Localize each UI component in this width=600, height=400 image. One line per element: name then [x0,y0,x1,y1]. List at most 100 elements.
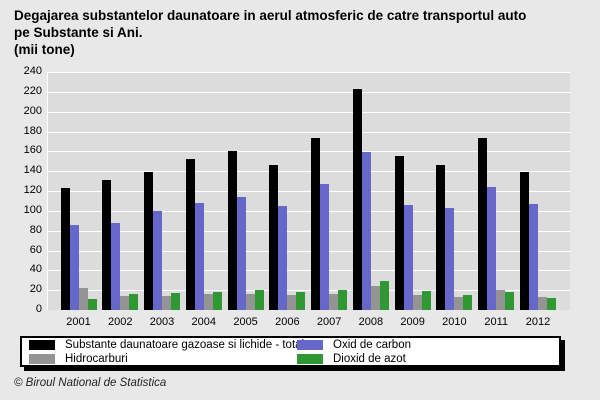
x-tick-label: 2001 [66,316,91,328]
bar [329,294,339,310]
y-tick-label: 120 [23,184,42,196]
bar [111,222,121,310]
bar [487,187,497,310]
legend-item: Dioxid de azot [297,353,559,365]
bar [144,172,154,310]
bar [320,184,330,310]
y-tick-label: 40 [29,263,42,276]
bar [546,298,556,310]
gridline [48,270,570,272]
bar [478,138,488,310]
bar [361,152,371,310]
bar [278,205,288,310]
y-tick-label: 60 [29,243,42,256]
bar [203,294,213,310]
bar [287,295,297,310]
bar [436,165,446,310]
bar [120,296,130,310]
copyright-note: © Biroul National de Statistica [14,377,167,389]
bar [171,293,181,310]
bar [78,288,88,310]
legend: Substante daunatoare gazoase si lichide … [20,336,561,367]
gridline [48,210,570,212]
x-tick-label: 2009 [400,316,425,328]
bar [236,196,246,310]
bar [185,159,195,310]
gridline [48,72,570,73]
bar [519,172,529,310]
title-line-1: Degajarea substantelor daunatoare in aer… [14,8,527,23]
x-tick-label: 2008 [358,316,384,328]
gridline [48,91,570,93]
legend-swatch-icon [29,339,55,350]
bar [87,299,97,310]
bar [254,290,264,310]
gridline [48,131,570,133]
x-tick-label: 2010 [442,316,467,328]
unit-label: (mii tone) [14,42,75,57]
bar [311,138,321,310]
gridline [48,191,570,192]
y-tick-label: 20 [29,283,42,296]
x-tick-label: 2012 [525,316,551,328]
chart-title: Degajarea substantelor daunatoare in aer… [14,7,592,58]
bar [528,203,538,310]
y-tick-label: 200 [23,104,42,117]
y-tick-label: 140 [23,164,42,177]
bar [370,286,380,310]
legend-swatch-icon [29,353,55,364]
y-tick-label: 240 [23,65,42,77]
bar [403,204,413,310]
bar [245,294,255,310]
legend-swatch-icon [297,353,323,364]
bar [445,207,455,310]
x-tick-label: 2003 [149,316,175,328]
bar [394,156,404,310]
gridline [48,230,570,232]
bar [153,210,163,310]
legend-swatch-icon [297,339,323,350]
title-line-2: pe Substante si Ani. [14,25,143,40]
legend-item: Oxid de carbon [297,339,559,351]
bar [421,291,431,310]
bar [129,294,139,310]
gridline [48,111,570,113]
bar [505,292,515,310]
bar [463,295,473,310]
bar [352,88,362,310]
y-tick-label: 180 [23,124,42,137]
bar [269,165,279,310]
y-tick-label: 80 [29,223,42,236]
bar [496,290,506,310]
x-tick-label: 2006 [275,316,300,328]
x-tick-label: 2005 [233,316,258,328]
bar [60,188,70,310]
legend-label: Oxid de carbon [333,338,411,351]
bar [338,290,348,310]
y-tick-label: 0 [35,303,42,315]
bar [537,297,547,310]
bar [379,281,389,310]
bar [102,180,112,310]
legend-item: Substante daunatoare gazoase si lichide … [29,339,304,351]
bar [69,224,79,310]
bar [454,297,464,310]
y-tick-label: 100 [23,203,42,216]
plot-area: 0 20 40 60 80 100 120 140 160 180 200 220 240 2001 200… [24,66,570,328]
bar [162,296,172,310]
legend-item: Hidrocarburi [29,353,297,365]
gridline [48,290,570,292]
gridline [48,171,570,173]
legend-label: Substante daunatoare gazoase si lichide … [65,338,305,351]
y-tick-label: 220 [23,84,42,97]
gridline [48,151,570,153]
bar [296,292,306,310]
legend-label: Hidrocarburi [65,352,128,365]
x-tick-label: 2002 [108,316,133,328]
bar [227,151,237,310]
bar [212,292,222,310]
x-tick-label: 2004 [191,316,217,328]
legend-label: Dioxid de azot [333,352,406,365]
x-tick-label: 2007 [316,316,342,328]
